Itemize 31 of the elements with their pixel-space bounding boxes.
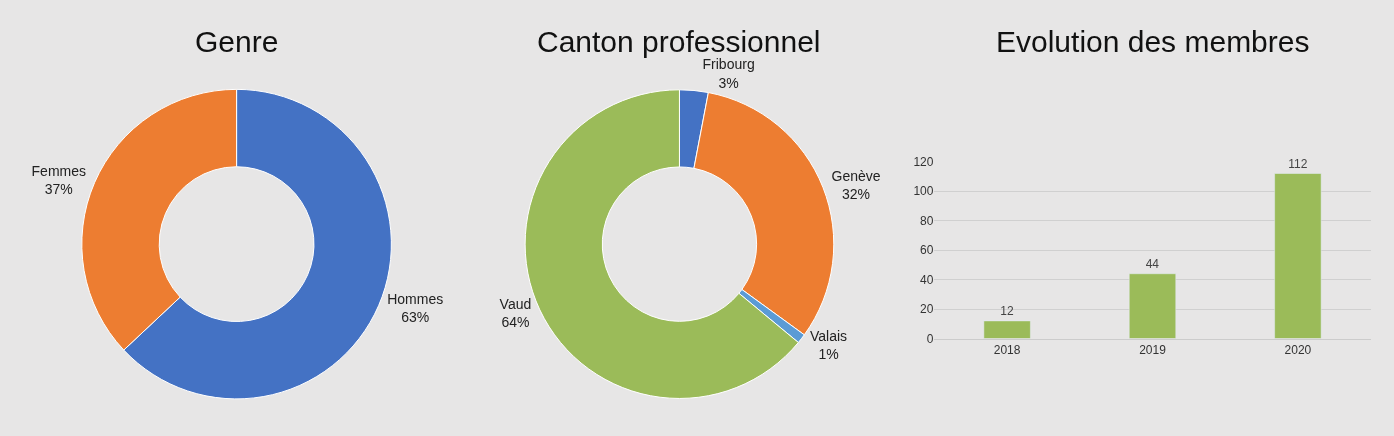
slice-label: Genève <box>831 167 881 184</box>
chart-title: Canton professionnel <box>537 25 821 58</box>
data-label: 12 <box>1000 303 1014 318</box>
y-tick-label: 100 <box>913 184 934 199</box>
x-tick-label: 2018 <box>993 343 1021 357</box>
slice-label: Hommes <box>387 291 444 308</box>
x-tick-label: 2019 <box>1139 343 1167 357</box>
data-label: 37% <box>44 181 73 198</box>
slice-label: Fribourg <box>702 56 755 73</box>
data-label: 32% <box>842 186 871 203</box>
data-label: 64% <box>501 314 530 331</box>
x-tick-label: 2020 <box>1284 343 1312 357</box>
data-label: 3% <box>718 74 739 91</box>
bar <box>1128 273 1177 339</box>
slice-label: Valais <box>809 328 848 345</box>
y-tick-label: 40 <box>920 272 934 287</box>
chart-title: Evolution des membres <box>996 25 1310 58</box>
y-tick-label: 20 <box>920 302 934 317</box>
y-tick-label: 120 <box>913 154 934 169</box>
slice-label: Vaud <box>499 295 532 312</box>
y-tick-label: 60 <box>920 243 934 258</box>
bar <box>1274 173 1322 339</box>
data-label: 63% <box>401 309 430 326</box>
slice-label: Femmes <box>31 162 86 179</box>
chart-title: Genre <box>195 25 279 58</box>
data-label: 44 <box>1145 256 1160 271</box>
y-tick-label: 80 <box>920 213 934 228</box>
data-label: 1% <box>818 346 839 363</box>
data-label: 112 <box>1288 156 1308 171</box>
y-tick-label: 0 <box>926 331 934 346</box>
bar <box>983 320 1031 339</box>
